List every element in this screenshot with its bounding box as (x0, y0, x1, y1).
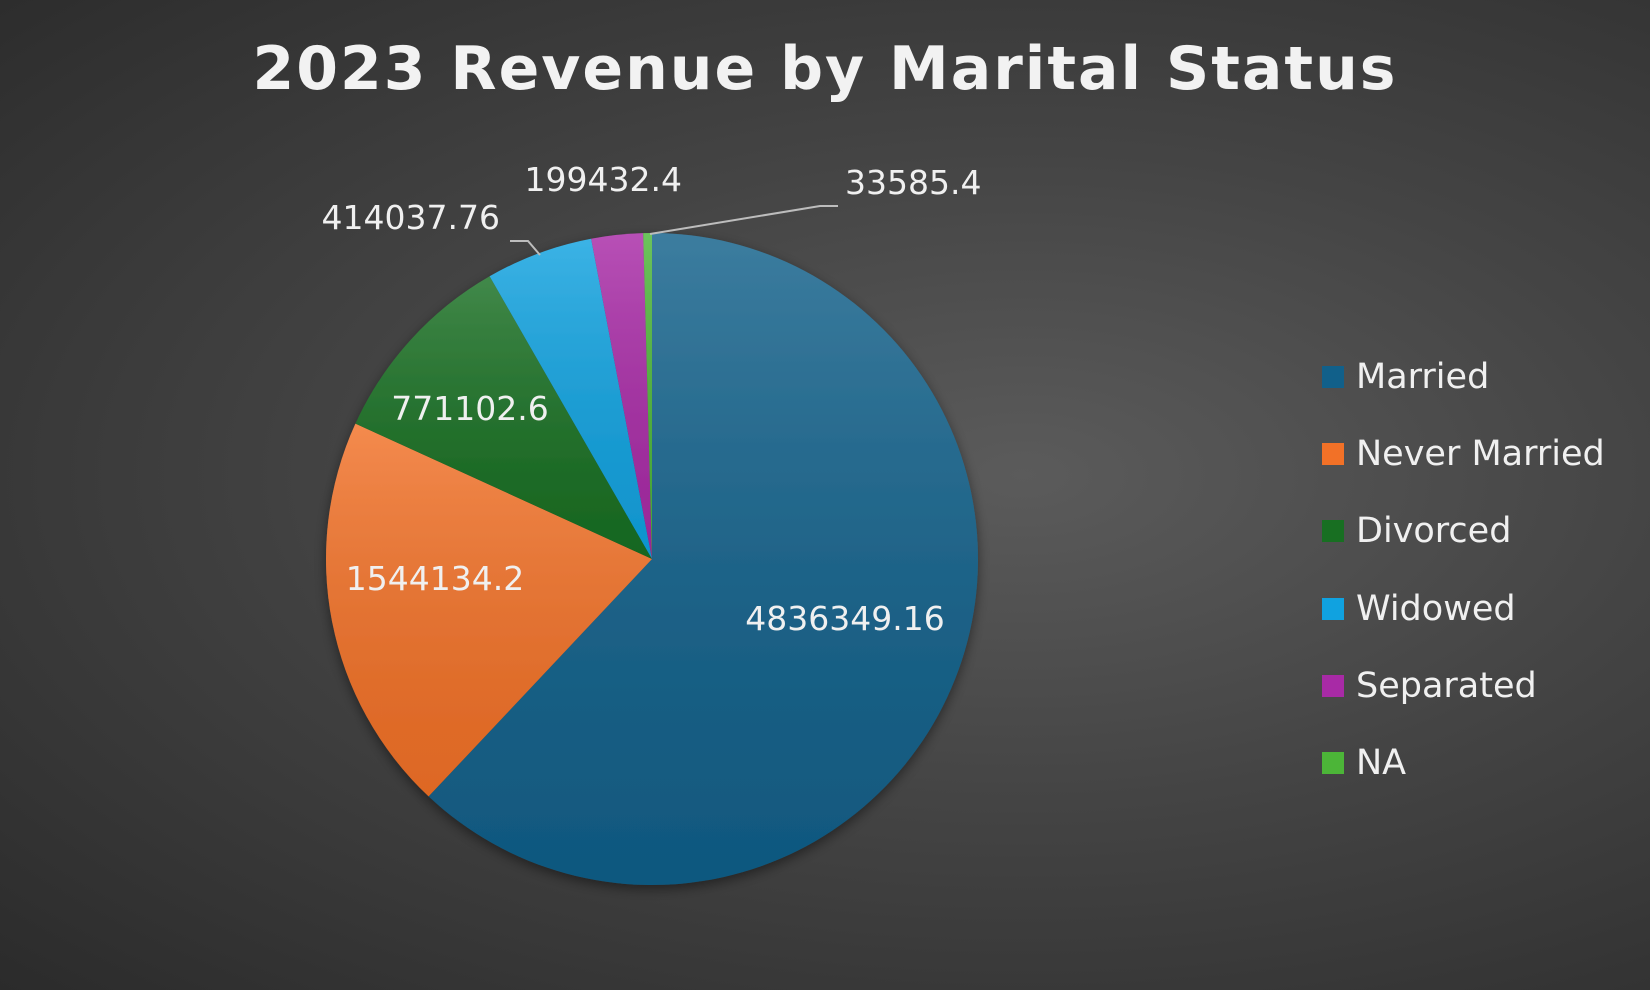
legend-label: Separated (1356, 665, 1537, 706)
legend-swatch (1322, 752, 1344, 775)
legend-swatch (1322, 674, 1344, 697)
leader-line (649, 205, 838, 235)
legend: Married Never Married Divorced Widowed Separ… (1322, 338, 1605, 802)
legend-swatch (1322, 597, 1344, 620)
legend-label: Never Married (1356, 433, 1605, 474)
pie-slice-shade (643, 233, 652, 559)
data-label-separated: 199432.4 (525, 160, 682, 199)
legend-item-never-married: Never Married (1322, 415, 1605, 492)
legend-label: Married (1356, 356, 1490, 397)
data-label-never-married: 1544134.2 (346, 559, 524, 598)
legend-swatch (1322, 442, 1344, 465)
leader-line (510, 240, 541, 256)
legend-label: NA (1356, 743, 1407, 784)
legend-item-married: Married (1322, 338, 1605, 415)
legend-swatch (1322, 365, 1344, 388)
pie-slice-shade (489, 238, 652, 559)
legend-item-separated: Separated (1322, 647, 1605, 724)
pie-slice-shade (355, 276, 652, 559)
data-label-widowed: 414037.76 (322, 198, 500, 237)
chart-title: 2023 Revenue by Marital Status (252, 34, 1398, 104)
legend-item-divorced: Divorced (1322, 493, 1605, 570)
legend-swatch (1322, 520, 1344, 543)
legend-item-widowed: Widowed (1322, 570, 1605, 647)
data-label-na: 33585.4 (845, 163, 981, 202)
pie-slice-shade (428, 233, 978, 886)
data-label-divorced: 771102.6 (391, 389, 548, 428)
pie-slice-shade (326, 423, 652, 797)
legend-item-na: NA (1322, 724, 1605, 801)
legend-label: Divorced (1356, 511, 1512, 552)
pie-slice-shade (591, 233, 652, 560)
data-label-married: 4836349.16 (745, 599, 944, 638)
legend-label: Widowed (1356, 588, 1516, 629)
